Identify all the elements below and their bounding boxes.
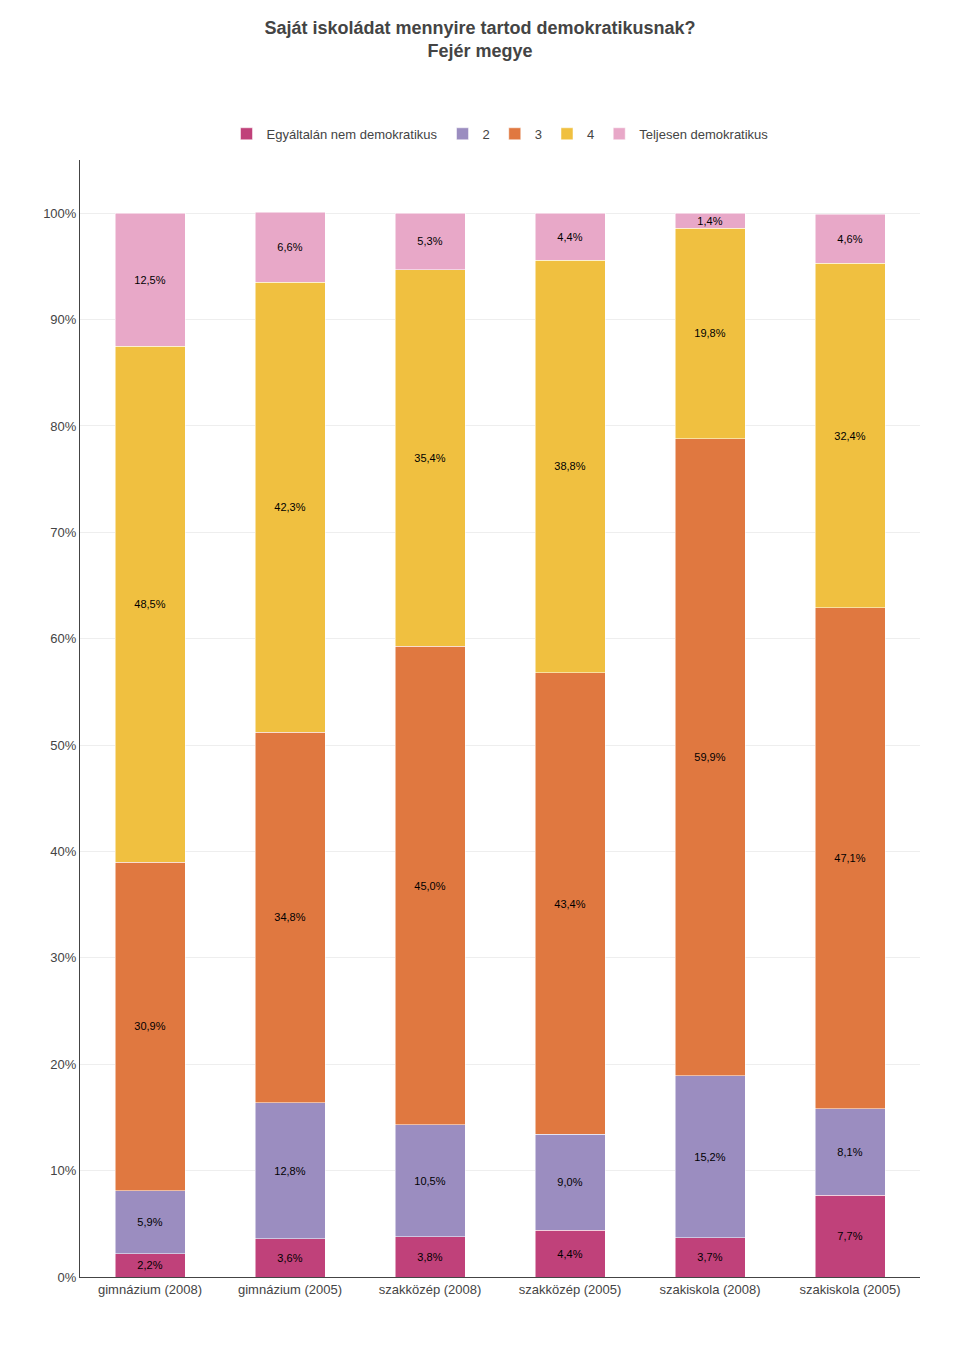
svg-text:szakközép (2008): szakközép (2008) — [379, 1282, 482, 1297]
svg-text:gimnázium (2008): gimnázium (2008) — [98, 1282, 202, 1297]
svg-text:szakiskola (2005): szakiskola (2005) — [799, 1282, 900, 1297]
svg-text:4,4%: 4,4% — [557, 1248, 582, 1260]
svg-text:100%: 100% — [43, 206, 77, 221]
svg-text:szakiskola (2008): szakiskola (2008) — [659, 1282, 760, 1297]
svg-text:5,3%: 5,3% — [417, 235, 442, 247]
svg-text:45,0%: 45,0% — [414, 880, 445, 892]
svg-text:38,8%: 38,8% — [554, 460, 585, 472]
svg-text:70%: 70% — [50, 525, 76, 540]
svg-text:47,1%: 47,1% — [834, 852, 865, 864]
svg-text:43,4%: 43,4% — [554, 898, 585, 910]
svg-text:0%: 0% — [58, 1270, 77, 1285]
svg-text:80%: 80% — [50, 419, 76, 434]
svg-text:6,6%: 6,6% — [277, 241, 302, 253]
svg-text:50%: 50% — [50, 738, 76, 753]
svg-text:15,2%: 15,2% — [694, 1151, 725, 1163]
svg-text:12,8%: 12,8% — [274, 1165, 305, 1177]
svg-text:1,4%: 1,4% — [697, 215, 722, 227]
svg-text:48,5%: 48,5% — [134, 598, 165, 610]
svg-text:10,5%: 10,5% — [414, 1175, 445, 1187]
svg-text:Egyáltalán nem demokratikus: Egyáltalán nem demokratikus — [267, 127, 438, 142]
svg-text:szakközép (2005): szakközép (2005) — [519, 1282, 622, 1297]
svg-text:35,4%: 35,4% — [414, 452, 445, 464]
svg-text:4: 4 — [587, 127, 594, 142]
svg-text:30%: 30% — [50, 950, 76, 965]
svg-text:Teljesen demokratikus: Teljesen demokratikus — [639, 127, 768, 142]
svg-text:3: 3 — [535, 127, 542, 142]
svg-text:34,8%: 34,8% — [274, 911, 305, 923]
svg-text:9,0%: 9,0% — [557, 1176, 582, 1188]
svg-text:4,6%: 4,6% — [837, 233, 862, 245]
svg-text:59,9%: 59,9% — [694, 751, 725, 763]
svg-text:8,1%: 8,1% — [837, 1146, 862, 1158]
svg-text:5,9%: 5,9% — [137, 1216, 162, 1228]
svg-text:42,3%: 42,3% — [274, 501, 305, 513]
svg-text:60%: 60% — [50, 631, 76, 646]
svg-text:7,7%: 7,7% — [837, 1230, 862, 1242]
svg-text:3,8%: 3,8% — [417, 1251, 442, 1263]
svg-text:Saját iskoládat mennyire tarto: Saját iskoládat mennyire tartod demokrat… — [264, 18, 695, 61]
svg-text:3,7%: 3,7% — [697, 1251, 722, 1263]
svg-text:90%: 90% — [50, 312, 76, 327]
svg-text:2: 2 — [483, 127, 490, 142]
svg-text:20%: 20% — [50, 1057, 76, 1072]
svg-text:10%: 10% — [50, 1163, 76, 1178]
svg-text:3,6%: 3,6% — [277, 1252, 302, 1264]
svg-text:30,9%: 30,9% — [134, 1020, 165, 1032]
svg-text:gimnázium (2005): gimnázium (2005) — [238, 1282, 342, 1297]
svg-text:2,2%: 2,2% — [137, 1259, 162, 1271]
svg-text:12,5%: 12,5% — [134, 274, 165, 286]
svg-text:4,4%: 4,4% — [557, 231, 582, 243]
svg-text:19,8%: 19,8% — [694, 327, 725, 339]
svg-text:40%: 40% — [50, 844, 76, 859]
svg-text:32,4%: 32,4% — [834, 430, 865, 442]
